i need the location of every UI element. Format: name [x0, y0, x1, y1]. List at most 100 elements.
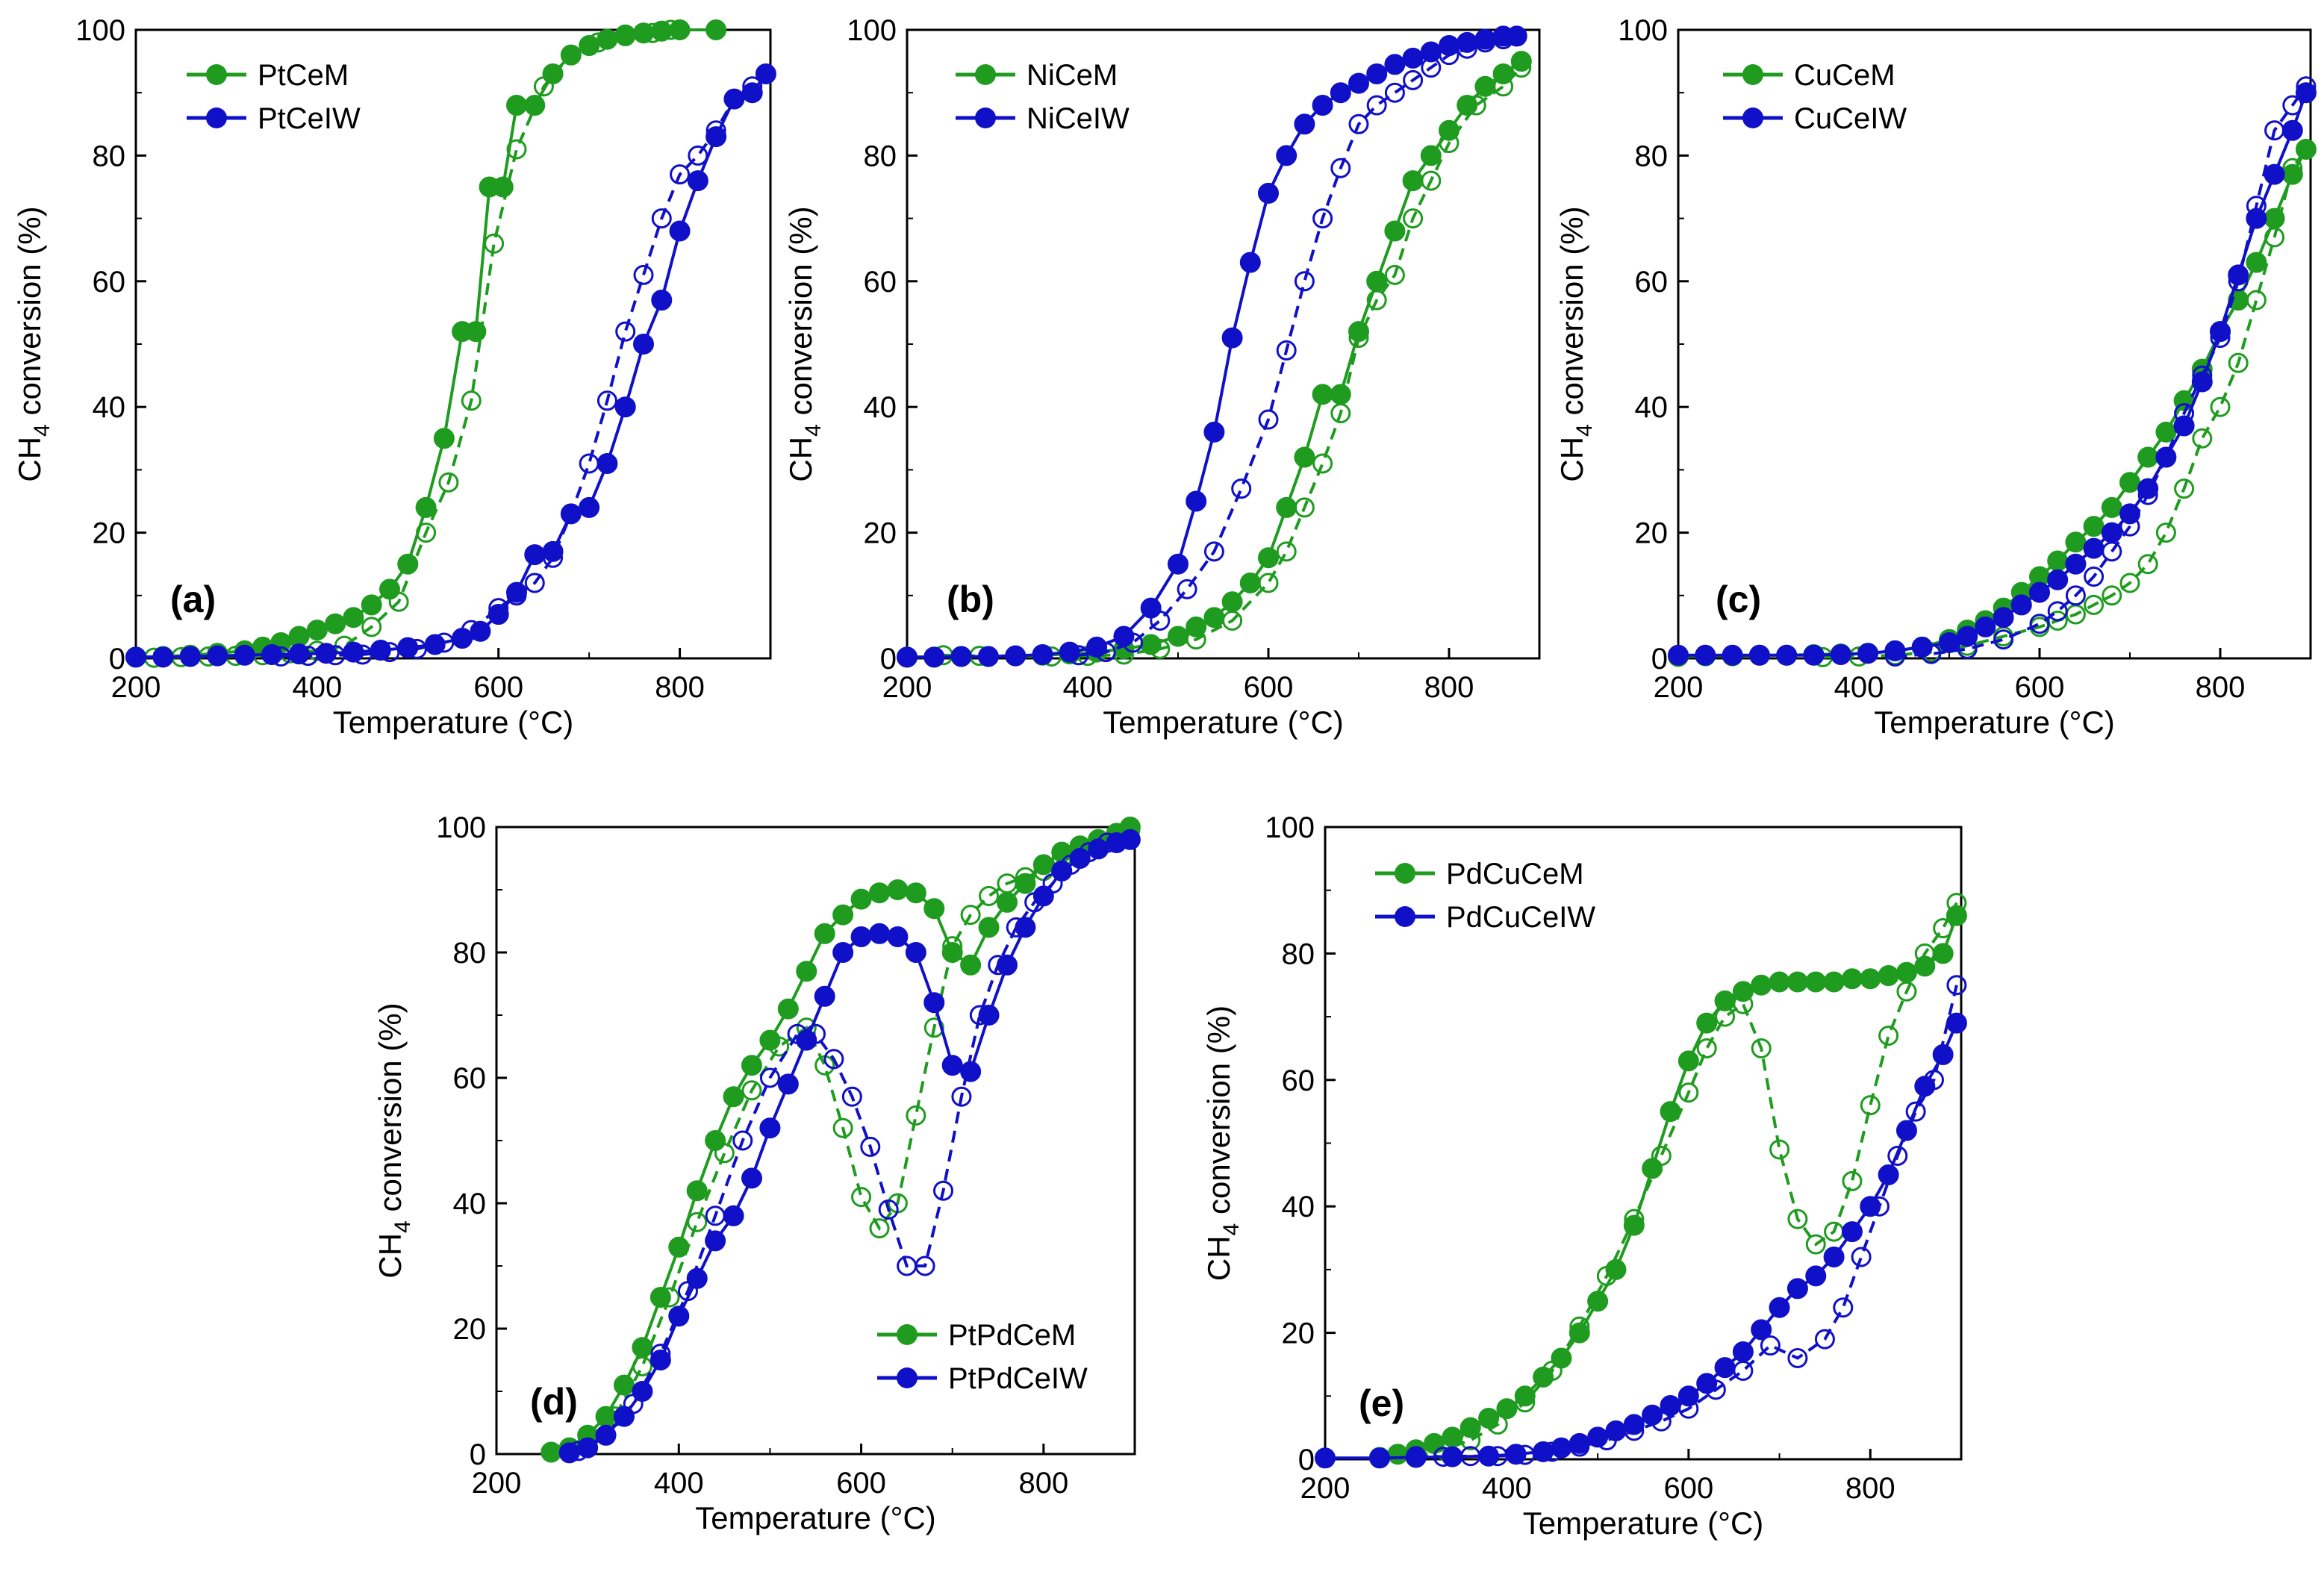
- x-axis: 200 400 600 800: [882, 648, 1474, 704]
- data-point: [942, 936, 963, 957]
- data-point: [723, 1205, 744, 1226]
- data-point: [298, 646, 319, 667]
- data-point: [1696, 1012, 1718, 1034]
- data-point: [741, 1167, 762, 1189]
- data-point: [1330, 82, 1351, 104]
- data-point: [1186, 490, 1207, 512]
- data-point: [1258, 547, 1279, 569]
- data-point: [670, 164, 691, 185]
- data-point: [1769, 1139, 1790, 1160]
- legend: PtCeM PtCeIW: [187, 59, 361, 135]
- legend: PdCuCeM PdCuCeIW: [1375, 858, 1595, 934]
- data-point: [1384, 54, 1406, 75]
- data-point: [1006, 917, 1027, 938]
- data-point: [988, 955, 1009, 976]
- data-point: [379, 578, 400, 600]
- data-point: [1884, 646, 1905, 667]
- y-tick-label: 80: [864, 140, 897, 172]
- data-point: [1878, 965, 1899, 987]
- data-point: [2010, 594, 2032, 616]
- legend-label: CuCeM: [1794, 59, 1895, 92]
- data-point: [887, 879, 909, 900]
- data-point: [688, 145, 708, 166]
- data-point: [1515, 1444, 1536, 1465]
- data-point: [2083, 537, 2105, 559]
- legend: PtPdCeM PtPdCeIW: [877, 1319, 1088, 1395]
- data-point: [887, 926, 909, 947]
- data-point: [806, 1023, 826, 1044]
- data-point: [1168, 553, 1189, 575]
- legend-label: PdCuCeIW: [1446, 901, 1595, 934]
- data-point: [461, 620, 482, 640]
- legend-label: PtPdCeM: [948, 1319, 1076, 1352]
- data-point: [1624, 1420, 1645, 1441]
- data-point: [614, 396, 636, 418]
- data-point: [533, 76, 554, 97]
- data-point: [1439, 133, 1459, 154]
- plot-frame: [1324, 826, 1963, 1461]
- data-point: [905, 882, 926, 904]
- y-tick-label: 60: [453, 1062, 487, 1095]
- data-point: [506, 139, 527, 160]
- data-point: [2047, 601, 2068, 622]
- data-point: [1294, 497, 1315, 518]
- data-point: [2295, 82, 2317, 104]
- data-point: [415, 496, 437, 518]
- y-axis-label-subscript: 4: [390, 1220, 415, 1233]
- y-tick-label: 40: [1635, 391, 1669, 424]
- legend-marker: [1395, 863, 1415, 884]
- data-point: [1946, 893, 1967, 914]
- data-point: [2281, 119, 2303, 141]
- data-point: [1402, 47, 1424, 69]
- data-point: [325, 645, 346, 666]
- data-point: [596, 390, 617, 411]
- x-axis-label: Temperature (°C): [1874, 705, 2115, 740]
- data-point: [659, 1287, 680, 1308]
- legend-marker: [897, 1367, 918, 1388]
- data-point: [2192, 428, 2213, 449]
- series-line: [154, 28, 671, 660]
- data-point: [1348, 72, 1369, 94]
- data-point: [588, 32, 608, 53]
- data-point: [1402, 170, 1424, 192]
- legend-marker: [206, 64, 227, 85]
- data-point: [1905, 1101, 1926, 1122]
- x-tick-label: 400: [292, 671, 342, 704]
- y-tick-label: 40: [1282, 1191, 1315, 1223]
- data-series: [1668, 138, 2317, 667]
- data-point: [1487, 1414, 1508, 1435]
- data-point: [361, 617, 382, 637]
- data-point: [207, 645, 228, 667]
- data-point: [361, 594, 382, 616]
- y-tick-label: 60: [864, 266, 897, 299]
- panel-label: (c): [1716, 578, 1761, 620]
- data-point: [1421, 170, 1442, 191]
- x-tick-label: 600: [1244, 671, 1294, 704]
- legend: NiCeM NiCeIW: [956, 59, 1130, 135]
- data-point: [1348, 328, 1369, 349]
- y-tick-label: 40: [93, 391, 126, 424]
- y-tick-label: 40: [453, 1188, 487, 1220]
- data-point: [2192, 365, 2213, 386]
- data-series: [568, 829, 1141, 1462]
- data-point: [705, 19, 727, 40]
- y-tick-label: 100: [1265, 811, 1315, 844]
- data-point: [1651, 1145, 1672, 1166]
- data-point: [388, 591, 409, 612]
- y-tick-label: 80: [1635, 140, 1669, 172]
- data-point: [977, 646, 999, 667]
- data-point: [1714, 1357, 1736, 1379]
- data-point: [1677, 1050, 1699, 1072]
- data-point: [1732, 1341, 1754, 1363]
- data-point: [1024, 892, 1045, 913]
- data-point: [923, 1017, 944, 1038]
- data-point: [2210, 396, 2231, 417]
- data-point: [524, 544, 546, 566]
- data-point: [705, 126, 727, 148]
- data-point: [1569, 1316, 1590, 1337]
- data-point: [2155, 447, 2176, 468]
- data-point: [2296, 76, 2317, 97]
- data-point: [2084, 594, 2105, 615]
- y-axis-label-rest: conversion (%): [1201, 1005, 1236, 1223]
